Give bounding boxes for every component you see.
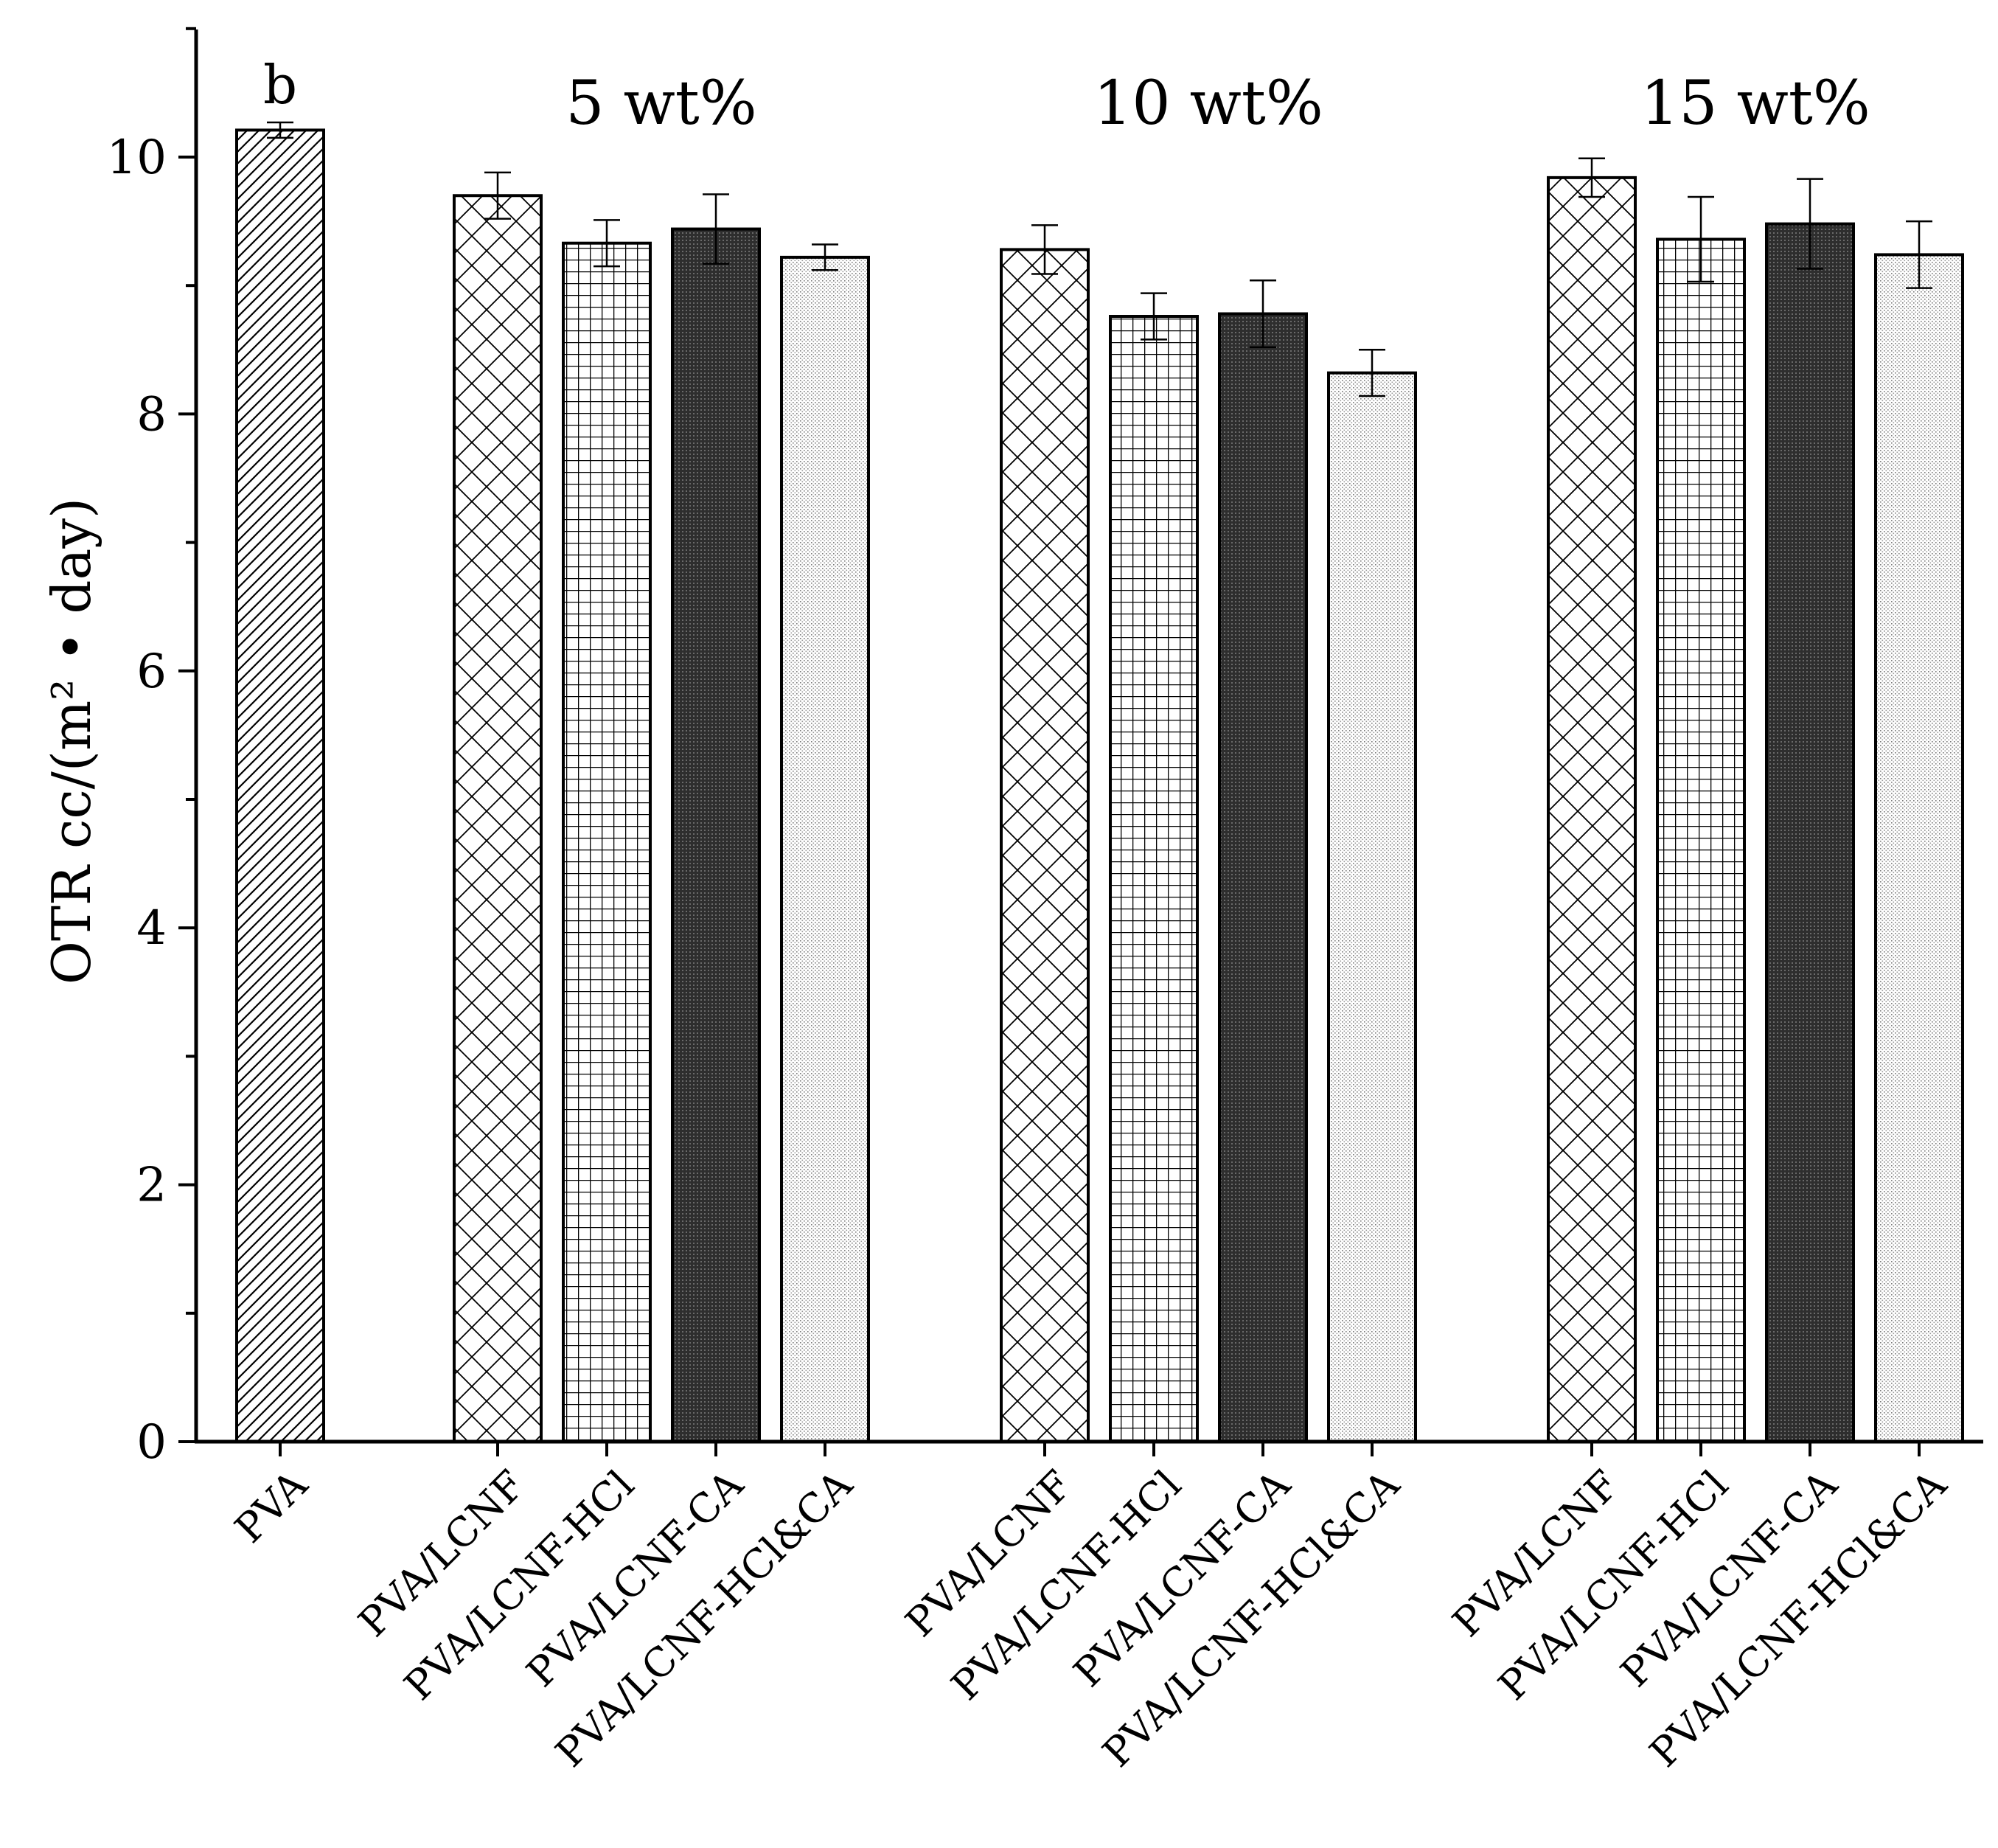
group-label: 5 wt%	[565, 69, 756, 139]
error-bar	[1141, 292, 1167, 341]
y-axis-tick-labels: 0 2 4 6 8 10	[107, 131, 167, 1470]
error-bar	[1906, 220, 1932, 289]
category-labels: PVA PVA/LCNFPVA/LCNF-HClPVA/LCNF-CAPVA/LC…	[226, 1461, 1956, 1776]
y-tick-label: 10	[107, 131, 167, 185]
y-tick-label: 2	[136, 1159, 167, 1213]
bar	[780, 255, 870, 1444]
bar	[1000, 248, 1090, 1444]
error-bar	[812, 243, 838, 271]
error-bar	[1578, 157, 1605, 198]
error-bar	[703, 193, 729, 265]
y-tick-label: 8	[136, 387, 167, 442]
bar	[235, 128, 325, 1444]
significance-annotation: b	[263, 54, 297, 116]
group-label: 15 wt%	[1640, 69, 1870, 139]
y-tick-label: 4	[136, 901, 167, 956]
error-bar	[267, 121, 293, 139]
x-axis-ticks	[279, 1442, 1921, 1456]
group-label: 10 wt%	[1093, 69, 1323, 139]
error-bar	[1797, 178, 1823, 270]
error-bars-layer	[267, 121, 1932, 397]
bar	[1327, 371, 1417, 1443]
bar	[1765, 222, 1855, 1444]
bar	[1218, 312, 1308, 1443]
bar	[1656, 237, 1746, 1443]
bar	[671, 227, 761, 1443]
bar	[1547, 176, 1637, 1444]
bar	[453, 194, 543, 1443]
y-tick-label: 6	[136, 645, 167, 699]
error-bar	[484, 171, 511, 220]
error-bar	[1688, 195, 1714, 283]
bar	[1109, 315, 1199, 1443]
error-bar	[1250, 279, 1276, 349]
error-bar	[594, 219, 620, 268]
bar	[562, 241, 652, 1443]
bar	[1874, 253, 1964, 1444]
group-labels: 5 wt% 10 wt% 15 wt%	[565, 69, 1870, 139]
y-axis-title: OTR cc/(m² • day)	[41, 498, 102, 984]
error-bar	[1359, 349, 1385, 397]
bars-layer	[235, 128, 1964, 1444]
category-label: PVA	[226, 1461, 317, 1552]
y-tick-label: 0	[136, 1415, 167, 1470]
y-axis-ticks	[178, 27, 196, 1443]
error-bar	[1031, 224, 1058, 275]
